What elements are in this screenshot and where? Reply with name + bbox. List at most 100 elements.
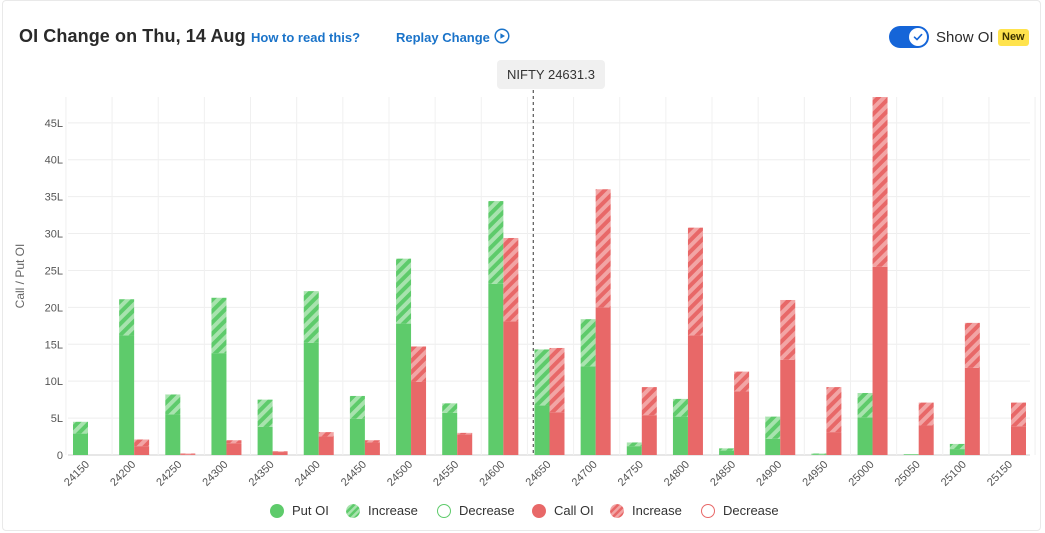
put-oi-bar[interactable] <box>73 433 88 455</box>
x-tick-label: 24400 <box>293 459 323 489</box>
put-increase-bar[interactable] <box>719 448 735 451</box>
put-oi-bar[interactable] <box>119 335 135 455</box>
call-increase-bar[interactable] <box>226 440 242 444</box>
call-increase-bar[interactable] <box>503 237 519 322</box>
put-increase-bar[interactable] <box>765 416 781 439</box>
call-increase-bar[interactable] <box>918 402 934 426</box>
put-increase-bar[interactable] <box>73 421 88 434</box>
put-oi-bar[interactable] <box>949 449 965 455</box>
x-tick-label: 24450 <box>339 459 369 489</box>
y-tick-label: 10L <box>45 376 63 388</box>
put-oi-bar[interactable] <box>626 446 642 455</box>
call-oi-bar[interactable] <box>687 335 703 455</box>
put-oi-bar[interactable] <box>349 418 365 455</box>
y-tick-label: 40L <box>45 155 63 167</box>
call-increase-bar[interactable] <box>272 451 288 453</box>
put-oi-bar[interactable] <box>303 342 319 455</box>
put-increase-bar[interactable] <box>811 453 827 455</box>
put-oi-bar[interactable] <box>257 426 273 455</box>
put-increase-bar[interactable] <box>626 442 642 447</box>
call-oi-bar[interactable] <box>180 454 196 455</box>
put-increase-bar[interactable] <box>211 297 227 354</box>
put-increase-bar[interactable] <box>672 398 688 417</box>
put-increase-bar[interactable] <box>580 319 596 367</box>
call-increase-bar[interactable] <box>964 322 980 368</box>
put-increase-bar[interactable] <box>442 403 458 413</box>
call-oi-bar[interactable] <box>503 321 519 455</box>
call-oi-bar[interactable] <box>734 391 750 455</box>
call-increase-bar[interactable] <box>457 432 473 435</box>
how-to-read-link[interactable]: How to read this? <box>251 30 361 45</box>
call-increase-bar[interactable] <box>734 371 750 392</box>
call-oi-bar[interactable] <box>595 307 611 455</box>
call-increase-bar[interactable] <box>780 299 796 360</box>
call-increase-swatch <box>610 504 624 518</box>
y-tick-label: 45L <box>45 118 63 130</box>
put-oi-bar[interactable] <box>211 353 227 455</box>
put-oi-bar[interactable] <box>488 283 504 455</box>
put-oi-bar[interactable] <box>857 417 873 455</box>
put-increase-bar[interactable] <box>949 443 965 450</box>
call-increase-bar[interactable] <box>641 387 657 416</box>
y-tick-label: 30L <box>45 229 63 241</box>
call-oi-bar[interactable] <box>872 266 888 455</box>
call-oi-bar[interactable] <box>641 415 657 455</box>
put-increase-bar[interactable] <box>857 392 873 418</box>
chart-title: OI Change on Thu, 14 Aug <box>19 26 246 46</box>
put-oi-bar[interactable] <box>165 414 181 455</box>
new-badge: New <box>998 29 1029 46</box>
put-increase-bar[interactable] <box>119 299 135 336</box>
call-oi-bar[interactable] <box>134 446 150 455</box>
call-oi-bar[interactable] <box>411 381 427 455</box>
y-tick-label: 35L <box>45 192 63 204</box>
call-oi-bar[interactable] <box>364 442 380 455</box>
call-increase-bar[interactable] <box>318 432 334 437</box>
call-oi-bar[interactable] <box>918 425 934 455</box>
call-increase-bar[interactable] <box>595 189 611 308</box>
put-increase-bar[interactable] <box>303 291 319 343</box>
call-increase-bar[interactable] <box>134 439 150 447</box>
put-oi-bar[interactable] <box>719 450 735 455</box>
x-tick-label: 24300 <box>200 459 230 489</box>
call-increase-bar[interactable] <box>364 440 380 443</box>
x-tick-label: 24250 <box>154 459 184 489</box>
call-increase-bar[interactable] <box>180 453 196 455</box>
replay-change-link[interactable]: Replay Change <box>396 30 490 45</box>
call-oi-bar[interactable] <box>272 452 288 455</box>
put-oi-bar[interactable] <box>672 416 688 455</box>
call-oi-bar[interactable] <box>780 359 796 455</box>
put-oi-bar[interactable] <box>580 366 596 455</box>
put-increase-bar[interactable] <box>257 399 273 427</box>
put-oi-swatch <box>270 504 284 518</box>
call-increase-bar[interactable] <box>1011 402 1026 427</box>
call-oi-bar[interactable] <box>318 436 334 455</box>
x-tick-label: 24200 <box>108 459 138 489</box>
x-tick-label: 24800 <box>662 459 692 489</box>
put-oi-bar[interactable] <box>396 323 412 455</box>
x-tick-label: 24350 <box>247 459 277 489</box>
show-oi-toggle[interactable] <box>889 26 929 48</box>
put-oi-bar[interactable] <box>534 405 550 455</box>
call-oi-bar[interactable] <box>826 432 842 455</box>
put-increase-bar[interactable] <box>488 201 504 284</box>
call-oi-bar[interactable] <box>549 412 565 455</box>
call-increase-bar[interactable] <box>872 97 888 267</box>
put-increase-bar[interactable] <box>165 394 181 415</box>
put-increase-bar[interactable] <box>349 395 365 419</box>
put-increase-bar[interactable] <box>534 349 550 406</box>
put-oi-bar[interactable] <box>811 454 827 455</box>
call-increase-bar[interactable] <box>549 347 565 413</box>
call-increase-bar[interactable] <box>411 346 427 382</box>
call-oi-bar[interactable] <box>226 443 242 455</box>
call-increase-bar[interactable] <box>687 227 703 336</box>
put-oi-bar[interactable] <box>765 438 781 455</box>
call-oi-bar[interactable] <box>1011 426 1026 455</box>
call-increase-bar[interactable] <box>826 387 842 433</box>
call-oi-bar[interactable] <box>457 434 473 455</box>
put-oi-bar[interactable] <box>442 412 458 455</box>
put-increase-bar[interactable] <box>396 258 412 324</box>
x-tick-label: 24950 <box>800 459 830 489</box>
call-oi-bar[interactable] <box>964 367 980 455</box>
play-circle-icon[interactable] <box>494 28 510 44</box>
put-oi-bar[interactable] <box>903 454 919 455</box>
